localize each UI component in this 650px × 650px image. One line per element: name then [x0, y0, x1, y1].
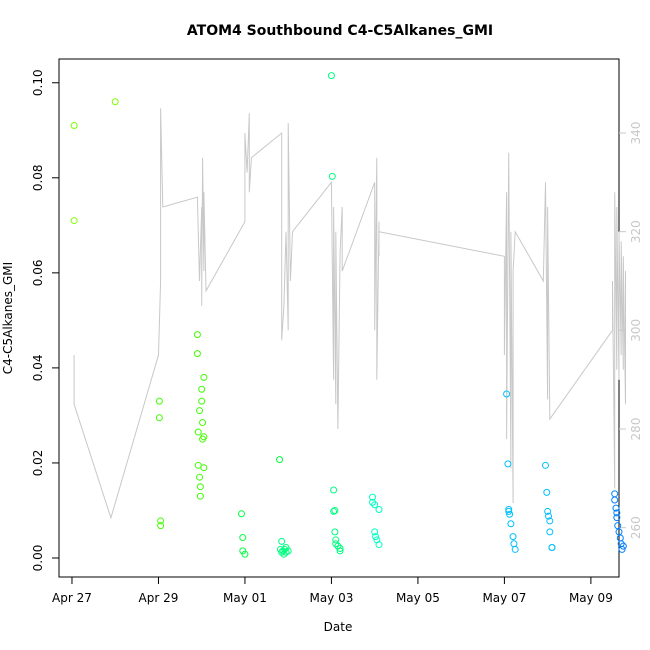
y2-tick-label: 300 — [629, 319, 643, 342]
data-point — [200, 373, 208, 381]
data-point — [155, 397, 163, 405]
y-tick-label: 0.04 — [31, 355, 45, 382]
data-point — [237, 510, 245, 518]
data-point — [330, 507, 338, 515]
y-tick-label: 0.00 — [31, 545, 45, 572]
data-point — [336, 544, 344, 552]
data-point — [276, 456, 284, 464]
data-point — [616, 534, 624, 542]
data-point — [503, 390, 511, 398]
data-point — [511, 545, 519, 553]
x-tick-label: May 09 — [569, 591, 613, 605]
data-point — [371, 501, 379, 509]
data-point — [239, 534, 247, 542]
data-point — [548, 544, 556, 552]
data-point — [613, 509, 621, 517]
data-point — [70, 217, 78, 225]
data-point — [200, 433, 208, 441]
data-point — [375, 541, 383, 549]
data-point — [505, 507, 513, 515]
data-point — [196, 483, 204, 491]
data-point — [194, 461, 202, 469]
data-point — [196, 473, 204, 481]
data-point — [546, 517, 554, 525]
data-point — [505, 506, 513, 514]
x-tick-label: May 01 — [223, 591, 267, 605]
x-tick-label: May 03 — [309, 591, 353, 605]
data-point — [546, 528, 554, 536]
data-point — [369, 498, 377, 506]
data-point — [507, 520, 515, 528]
data-point — [614, 522, 622, 530]
x-tick-label: May 05 — [396, 591, 440, 605]
data-point — [196, 407, 204, 415]
data-point — [612, 504, 620, 512]
points-layer — [70, 72, 627, 558]
data-point — [198, 385, 206, 393]
chart-title: ATOM4 Southbound C4-C5Alkanes_GMI — [187, 23, 493, 39]
data-point — [111, 98, 119, 106]
y-axis-label: C4-C5Alkanes_GMI — [1, 262, 15, 374]
data-point — [284, 547, 292, 555]
data-point — [193, 331, 201, 339]
data-point — [327, 72, 335, 80]
data-point — [193, 350, 201, 358]
x-tick-label: May 07 — [482, 591, 526, 605]
data-point — [196, 492, 204, 500]
secondary-y-axis: 260 280 300 320 340 — [619, 122, 643, 539]
data-point — [545, 512, 553, 520]
x-axis-label: Date — [324, 620, 353, 634]
data-point — [510, 540, 518, 548]
x-tick-label: Apr 27 — [52, 591, 92, 605]
data-point — [200, 464, 208, 472]
data-point — [157, 517, 165, 525]
data-point — [372, 533, 380, 541]
data-point — [543, 488, 551, 496]
y-tick-label: 0.02 — [31, 450, 45, 477]
y2-tick-label: 340 — [629, 122, 643, 145]
data-point — [198, 397, 206, 405]
y-axis: 0.00 0.02 0.04 0.06 0.08 0.10 — [31, 69, 59, 571]
data-point — [332, 536, 340, 544]
x-tick-label: Apr 29 — [139, 591, 179, 605]
data-point — [278, 537, 286, 545]
data-point — [611, 490, 619, 498]
data-point — [336, 547, 344, 555]
data-point — [331, 528, 339, 536]
data-point — [328, 172, 336, 180]
data-point — [541, 461, 549, 469]
data-point — [613, 514, 621, 522]
data-point — [375, 506, 383, 514]
data-point — [330, 486, 338, 494]
x-axis: Apr 27 Apr 29 May 01 May 03 May 05 May 07 May … — [52, 577, 613, 605]
data-point — [199, 419, 207, 427]
data-point — [619, 542, 627, 550]
data-point — [155, 414, 163, 422]
y2-tick-label: 320 — [629, 220, 643, 243]
data-point — [371, 528, 379, 536]
data-point — [280, 550, 288, 558]
data-point — [331, 506, 339, 514]
data-point — [509, 533, 517, 541]
data-point — [544, 507, 552, 515]
y-tick-label: 0.10 — [31, 69, 45, 96]
y2-tick-label: 280 — [629, 418, 643, 441]
data-point — [611, 496, 619, 504]
secondary-line-layer — [73, 108, 626, 520]
data-point — [618, 545, 626, 553]
data-point — [369, 493, 377, 501]
data-point — [241, 550, 249, 558]
secondary-trace-line — [73, 108, 626, 520]
data-point — [332, 540, 340, 548]
data-point — [504, 460, 512, 468]
y-tick-label: 0.06 — [31, 259, 45, 286]
data-point — [506, 510, 514, 518]
data-point — [194, 428, 202, 436]
data-point — [157, 522, 165, 530]
y-tick-label: 0.08 — [31, 164, 45, 191]
data-point — [70, 122, 78, 130]
y2-tick-label: 260 — [629, 516, 643, 539]
